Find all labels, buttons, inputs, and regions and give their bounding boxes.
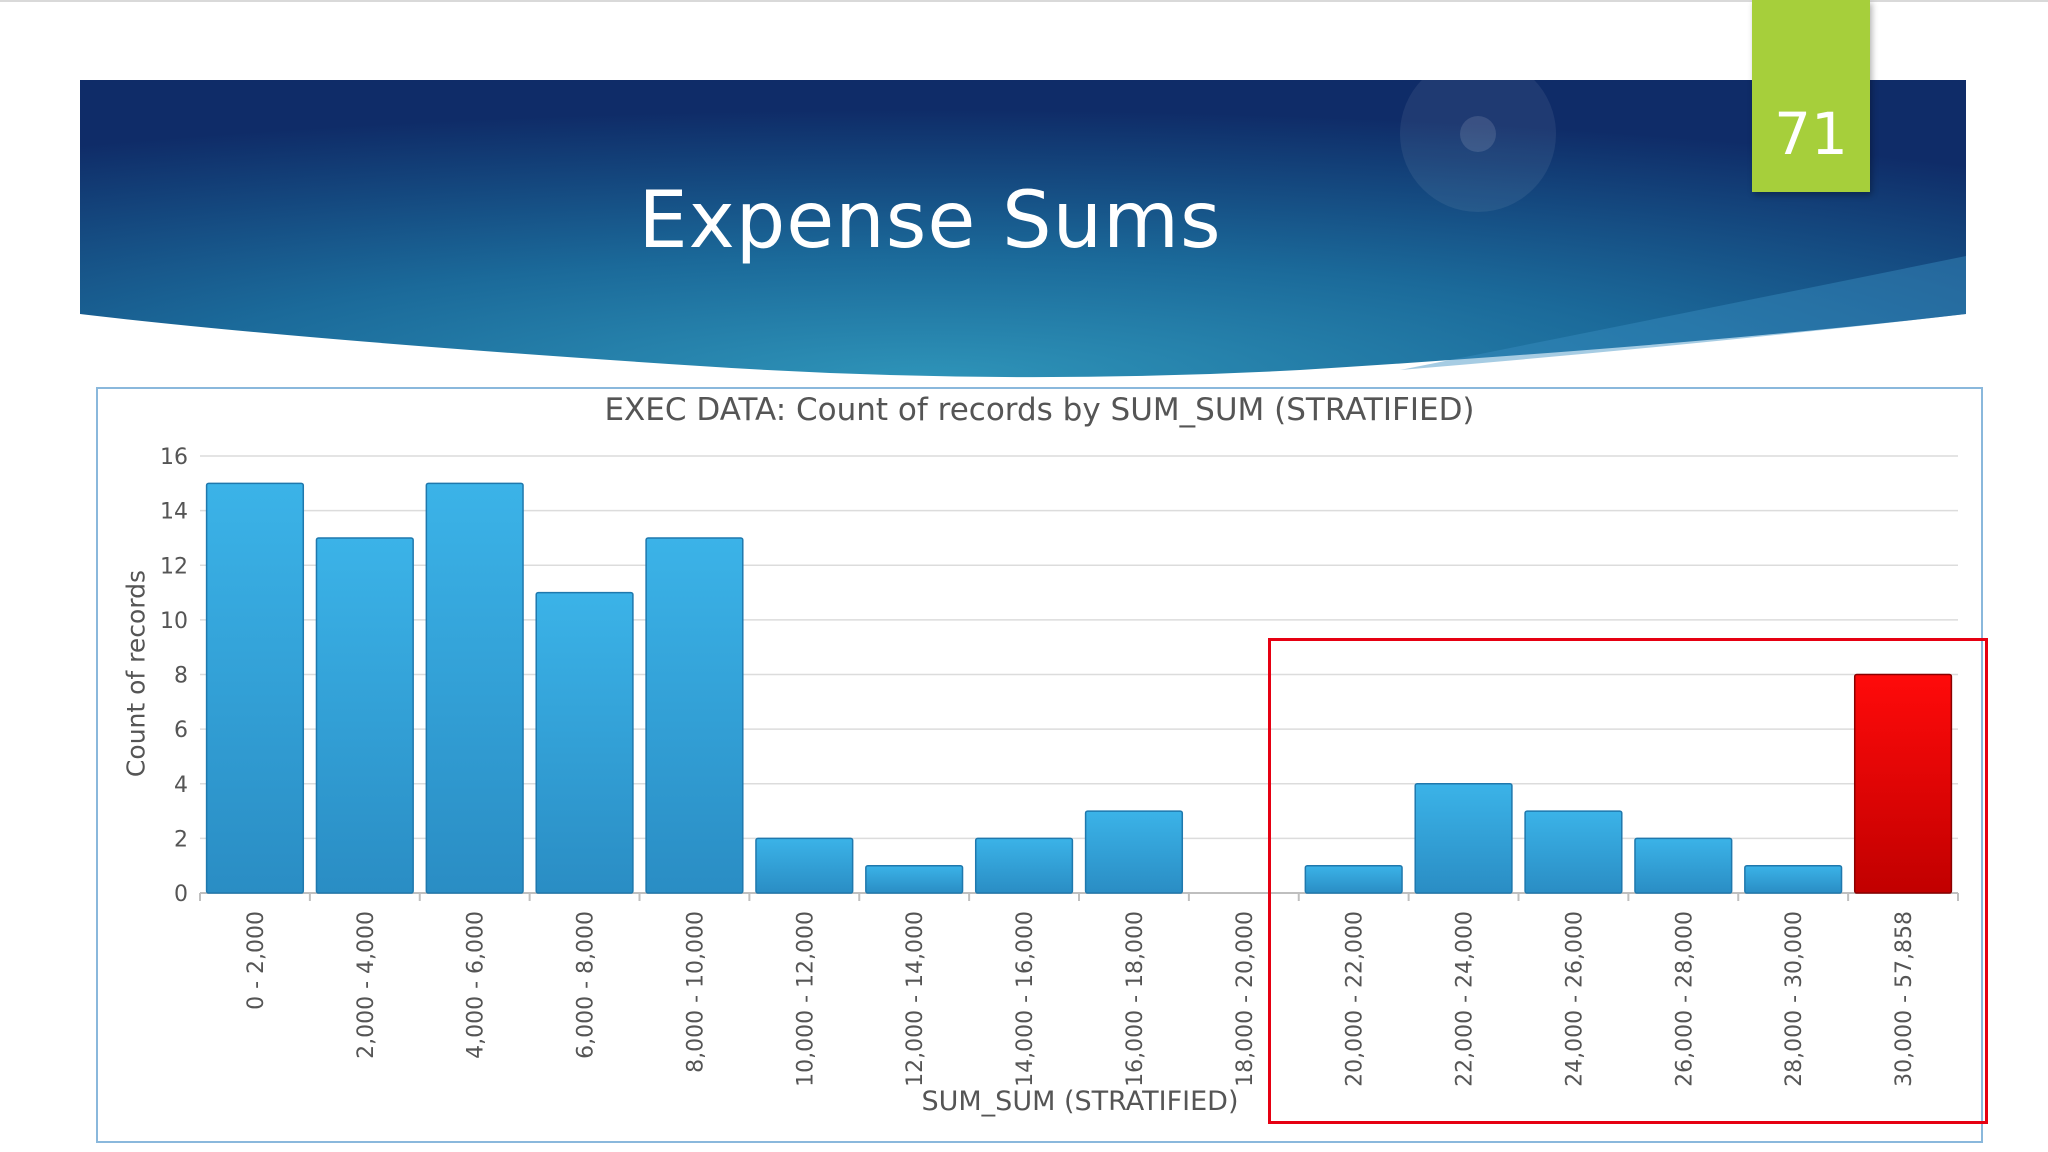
x-tick-label: 14,000 - 16,000	[1013, 911, 1038, 1087]
decorative-circle	[1400, 56, 1556, 212]
bars	[205, 482, 1953, 894]
x-tick-label: 4,000 - 6,000	[464, 911, 489, 1059]
bar	[425, 482, 524, 894]
bar	[1414, 783, 1513, 894]
title-banner	[0, 0, 2048, 378]
x-axis-label: SUM_SUM (STRATIFIED)	[921, 1086, 1239, 1117]
y-tick-label: 14	[160, 500, 188, 525]
y-tick-label: 6	[174, 718, 188, 743]
x-tick-label: 10,000 - 12,000	[793, 911, 818, 1087]
highlight-box	[1268, 638, 1988, 1124]
bar	[315, 537, 414, 894]
slide-title: Expense Sums	[638, 176, 1222, 266]
y-tick-label: 16	[160, 445, 188, 470]
y-tick-label: 12	[160, 554, 188, 579]
y-tick-label: 2	[174, 827, 188, 852]
x-tick-label: 24,000 - 26,000	[1562, 911, 1587, 1087]
x-tick-label: 12,000 - 14,000	[903, 911, 928, 1087]
bar	[645, 537, 744, 894]
bar	[1634, 837, 1733, 894]
bar	[1744, 864, 1843, 894]
bar	[755, 837, 854, 894]
x-tick-label: 6,000 - 8,000	[574, 911, 599, 1059]
y-tick-labels: 0 2 4 6 8 10 12 14 16	[160, 445, 188, 907]
x-tick-label: 20,000 - 22,000	[1343, 911, 1368, 1087]
x-tick-label: 22,000 - 24,000	[1453, 911, 1478, 1087]
x-tick-labels: 0 - 2,000 2,000 - 4,000 4,000 - 6,000 6,000…	[244, 911, 1917, 1087]
y-tick-label: 10	[160, 609, 188, 634]
page-number-badge: 71	[1752, 0, 1870, 192]
x-tick-label: 18,000 - 20,000	[1233, 911, 1258, 1087]
bar-highlighted	[1853, 673, 1953, 894]
x-tick-label: 16,000 - 18,000	[1123, 911, 1148, 1087]
bar	[865, 864, 964, 894]
page-number: 71	[1774, 100, 1848, 168]
x-tick-label: 28,000 - 30,000	[1782, 911, 1807, 1087]
bar	[1524, 810, 1623, 894]
x-tick-label: 26,000 - 28,000	[1672, 911, 1697, 1087]
y-tick-label: 4	[174, 773, 188, 798]
bar	[974, 837, 1074, 894]
y-axis-label: Count of records	[121, 569, 151, 778]
bar	[1304, 864, 1403, 894]
x-tick-label: 2,000 - 4,000	[354, 911, 379, 1059]
bar	[1084, 810, 1184, 894]
y-tick-label: 8	[174, 664, 188, 689]
bar	[535, 591, 634, 894]
y-tick-label: 0	[174, 882, 188, 907]
x-tick-label: 30,000 - 57,858	[1892, 911, 1917, 1087]
x-tick-label: 8,000 - 10,000	[683, 911, 708, 1073]
chart-title: EXEC DATA: Count of records by SUM_SUM (…	[604, 392, 1475, 428]
bar	[205, 482, 305, 894]
x-tick-label: 0 - 2,000	[244, 911, 269, 1010]
